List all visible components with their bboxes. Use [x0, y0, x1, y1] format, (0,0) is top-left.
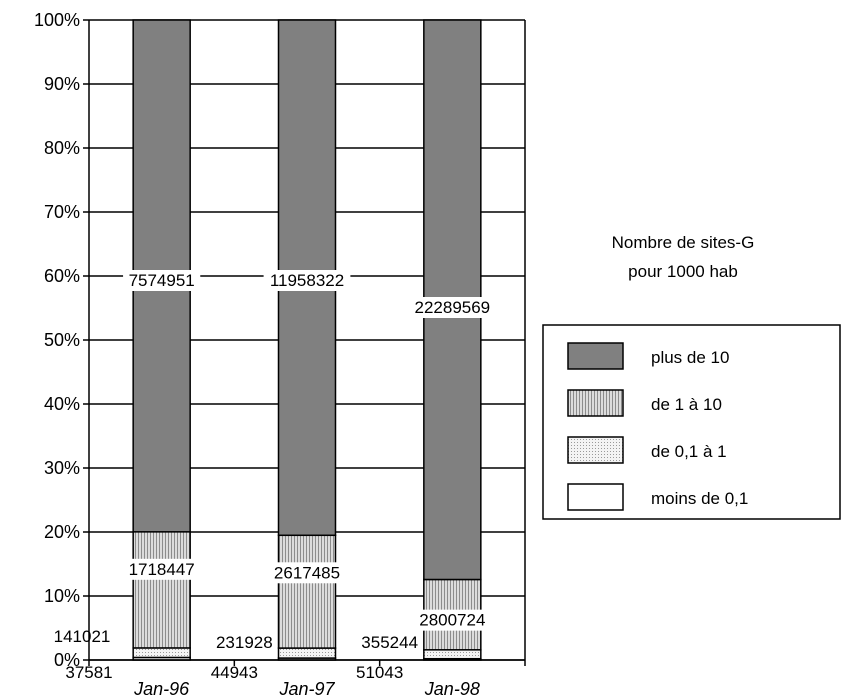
data-label: 2617485 [274, 563, 340, 582]
legend-label: de 0,1 à 1 [651, 442, 727, 461]
data-label: 231928 [216, 633, 273, 652]
y-tick-label: 60% [44, 266, 80, 286]
y-tick-label: 80% [44, 138, 80, 158]
data-label-bg [263, 270, 351, 291]
legend-label: moins de 0,1 [651, 489, 748, 508]
y-tick-label: 40% [44, 394, 80, 414]
data-label: 22289569 [415, 298, 491, 317]
data-label-bg [123, 558, 201, 580]
legend-title: Nombre de sites-G [612, 233, 755, 252]
data-label-bg [123, 270, 201, 291]
y-tick-label: 20% [44, 522, 80, 542]
data-label: 141021 [54, 627, 111, 646]
data-label: 2800724 [419, 611, 485, 630]
bar-segment [132, 531, 191, 649]
legend-swatch [567, 436, 624, 464]
data-label: 44943 [211, 663, 258, 682]
bar-segment [132, 647, 191, 659]
y-tick-label: 10% [44, 586, 80, 606]
x-tick-label: Jan-97 [278, 679, 335, 699]
legend: Nombre de sites-G pour 1000 hab plus de 10… [542, 233, 841, 520]
legend-label: de 1 à 10 [651, 395, 722, 414]
legend-label: plus de 10 [651, 348, 729, 367]
legend-swatch [567, 483, 624, 511]
bar-segment [277, 534, 337, 649]
data-label-bg [413, 609, 491, 631]
y-tick-label: 100% [34, 10, 80, 30]
data-label: 1718447 [129, 560, 195, 579]
y-tick-label: 30% [44, 458, 80, 478]
axes: 0% 10% 20% 30% 40% 50% 60% 70% 80% 90% 100% Jan-96 J… [34, 10, 526, 699]
data-label: 11958322 [270, 271, 344, 290]
legend-swatch [567, 342, 624, 370]
legend-swatch [567, 389, 624, 417]
x-tick-label: Jan-98 [424, 679, 480, 699]
legend-subtitle: pour 1000 hab [628, 262, 738, 281]
x-tick-label: Jan-96 [133, 679, 190, 699]
data-label: 355244 [361, 633, 418, 652]
bar-segment [277, 647, 337, 659]
data-label-bg [268, 562, 346, 584]
y-tick-label: 70% [44, 202, 80, 222]
data-label: 51043 [356, 663, 403, 682]
y-tick-label: 90% [44, 74, 80, 94]
data-label: 7574951 [129, 271, 195, 290]
data-label: 37581 [65, 663, 112, 682]
data-label-bg [408, 297, 496, 318]
y-tick-label: 0% [54, 650, 80, 670]
y-tick-label: 50% [44, 330, 80, 350]
bar-segment [423, 649, 482, 660]
data-labels: 37581 141021 1718447 7574951 44943 231928 2617… [54, 270, 496, 682]
